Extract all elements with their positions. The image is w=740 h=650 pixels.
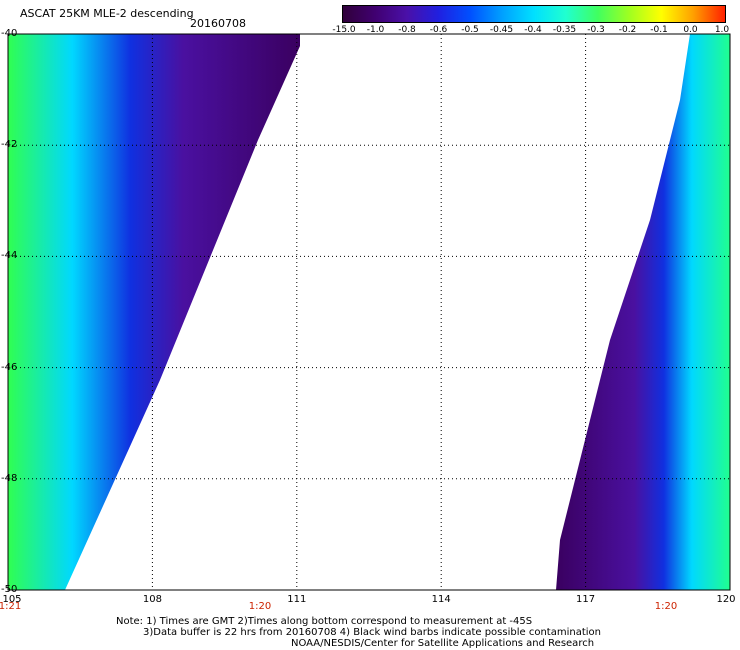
time-label: 1:20 [248, 601, 272, 612]
colorbar-tick-label: -0.1 [650, 25, 668, 35]
latitude-label: -46 [1, 361, 18, 373]
note-line-3: NOAA/NESDIS/Center for Satellite Applica… [291, 638, 595, 649]
note-line-2: 3)Data buffer is 22 hrs from 20160708 4)… [143, 627, 601, 638]
time-label: 1:21 [0, 601, 22, 612]
colorbar-tick-label: -0.45 [489, 25, 514, 35]
map-date: 20160708 [190, 17, 246, 30]
longitude-label: 114 [431, 594, 451, 605]
colorbar-tick-label: -0.35 [552, 25, 577, 35]
latitude-label: -42 [1, 139, 18, 151]
colorbar-tick-label: -0.5 [461, 25, 479, 35]
colorbar-tick-label: -0.8 [398, 25, 416, 35]
left-swath [8, 34, 300, 590]
map-title: ASCAT 25KM MLE-2 descending [20, 7, 194, 20]
colorbar-tick-label: -15.0 [332, 25, 356, 35]
latitude-label: -50 [1, 584, 18, 595]
colorbar-tick-label: -0.4 [524, 25, 542, 35]
right-swath [556, 34, 730, 590]
colorbar-tick-label: -1.0 [366, 25, 385, 35]
longitude-label: 117 [576, 594, 596, 605]
colorbar-tick-label: -0.3 [587, 25, 605, 35]
note-line-1: Note: 1) Times are GMT 2)Times along bot… [116, 616, 533, 627]
latitude-label: -40 [1, 28, 18, 39]
longitude-label: 108 [142, 594, 162, 605]
lat-lon-grid [8, 34, 730, 590]
longitude-label: 105 [2, 594, 22, 605]
longitude-label: 120 [716, 594, 736, 605]
colorbar-tick-label: 1.0 [714, 25, 730, 35]
longitude-label: 111 [287, 594, 307, 605]
latitude-label: -44 [1, 250, 18, 262]
colorbar-tick-label: 0.0 [683, 25, 698, 35]
colorbar-tick-label: -0.6 [429, 25, 448, 35]
colorbar [342, 5, 726, 23]
time-label: 1:20 [654, 601, 678, 612]
latitude-label: -48 [1, 472, 18, 484]
colorbar-tick-label: -0.2 [618, 25, 637, 35]
